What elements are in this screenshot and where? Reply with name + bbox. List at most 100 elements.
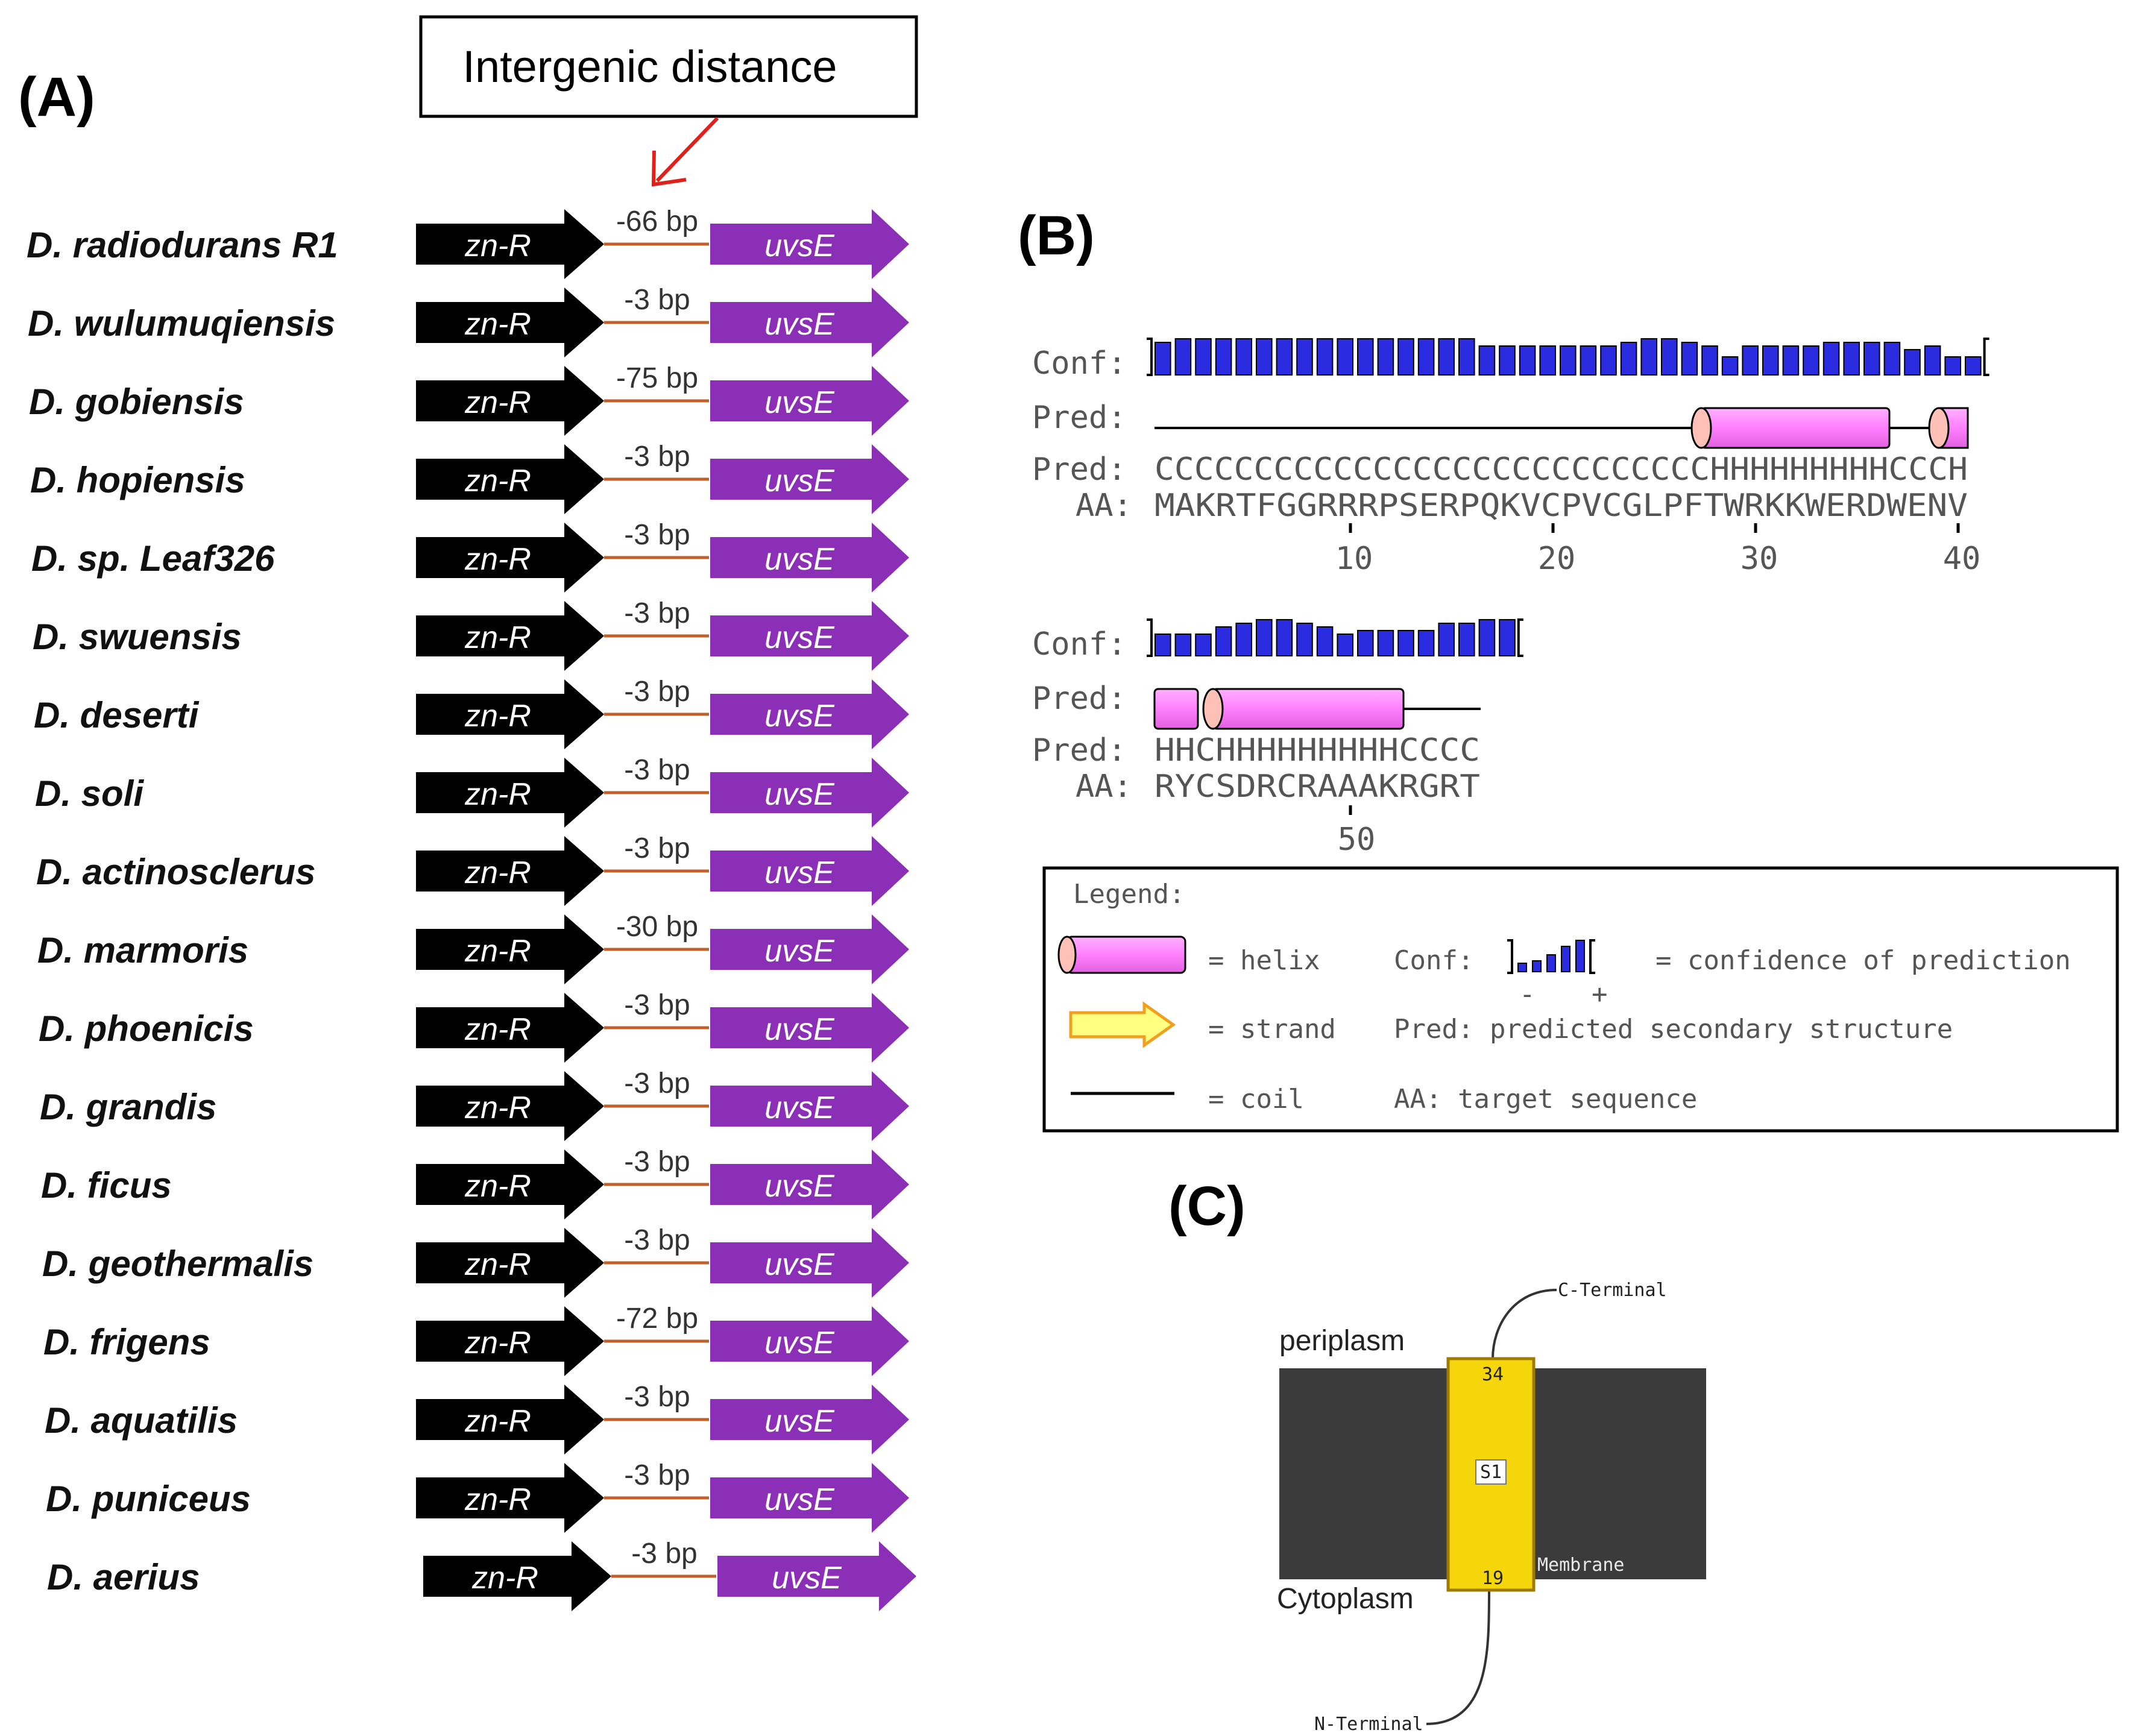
intergenic-distance-label: -3 bp	[624, 754, 690, 786]
species-name: D. wulumuqiensis	[28, 303, 335, 344]
uvse-gene-arrow	[710, 1463, 909, 1533]
species-name: D. grandis	[40, 1087, 216, 1127]
confidence-bar	[1640, 338, 1657, 376]
uvse-gene-arrow	[710, 914, 909, 984]
zn-r-gene-arrow	[416, 993, 604, 1063]
callout-box	[419, 15, 918, 118]
species-name: D. geothermalis	[42, 1244, 313, 1284]
zn-r-gene-arrow	[416, 758, 604, 828]
panel-a-label: (A)	[18, 66, 95, 128]
confidence-bar	[1499, 345, 1516, 376]
confidence-bar	[1397, 338, 1414, 376]
uvse-gene-arrow	[710, 679, 909, 749]
intergenic-distance-label: -30 bp	[616, 911, 698, 943]
zn-r-gene-label: zn-R	[464, 464, 531, 498]
legend-coil-text: = coil	[1208, 1084, 1304, 1115]
uvse-gene-arrow	[710, 758, 909, 828]
zn-r-gene-label: zn-R	[464, 1482, 531, 1517]
zn-r-gene-label: zn-R	[464, 542, 531, 577]
gene-row: D. aerius zn-R -3 bp uvsE	[47, 1538, 916, 1611]
uvse-gene-arrow	[710, 601, 909, 671]
uvse-gene-label: uvsE	[764, 464, 835, 498]
zn-r-gene-arrow	[416, 1071, 604, 1141]
uvse-gene-label: uvsE	[764, 855, 835, 890]
uvse-gene-label: uvsE	[764, 620, 835, 655]
zn-r-gene-arrow	[416, 288, 604, 357]
pred-row-label: Pred:	[1032, 732, 1127, 769]
zn-r-gene-label: zn-R	[464, 934, 531, 969]
confidence-bar	[1924, 345, 1941, 376]
confidence-bar	[1357, 630, 1374, 656]
intergenic-distance-label: -75 bp	[616, 362, 698, 394]
confidence-bar	[1560, 345, 1577, 376]
zn-r-gene-arrow	[416, 209, 604, 279]
uvse-gene-arrow	[710, 1306, 909, 1376]
psipred-block-1: Conf: Pred: Pred: CCCCCCCCCCCCCCCCCCCCCC…	[1032, 338, 1989, 577]
zn-r-gene-arrow	[416, 679, 604, 749]
conf-bracket-left	[1147, 618, 1153, 657]
pred-row-label: Pred:	[1032, 451, 1127, 488]
uvse-gene-label: uvsE	[764, 699, 835, 734]
callout-arrow	[651, 116, 719, 187]
uvse-gene-arrow	[710, 366, 909, 436]
psipred-block-2: Conf: Pred: Pred: HHCHHHHHHHHHCCCC AA: R…	[1032, 618, 1523, 858]
aa-row-label: AA:	[1076, 488, 1132, 524]
zn-r-gene-arrow	[416, 914, 604, 984]
panel-c-label: (C)	[1168, 1175, 1246, 1237]
confidence-bar	[1478, 345, 1496, 376]
uvse-gene-label: uvsE	[764, 1012, 835, 1047]
legend-box	[1042, 866, 2119, 1133]
uvse-gene-arrow	[710, 1385, 909, 1455]
legend-title: Legend:	[1073, 879, 1185, 910]
confidence-bar	[1600, 345, 1617, 376]
zn-r-gene-label: zn-R	[464, 855, 531, 890]
cytoplasm-label: Cytoplasm	[1277, 1583, 1414, 1615]
gene-row: D. grandis zn-R -3 bp uvsE	[40, 1068, 909, 1141]
uvse-gene-arrow	[710, 523, 909, 593]
membrane-label: Membrane	[1537, 1555, 1625, 1576]
panel-b: (B) Conf: Pred: Pred: CCCCCCCCCCCCCCCCCC…	[1018, 205, 2119, 1133]
segment-start-residue: 34	[1482, 1364, 1504, 1385]
confidence-bar	[1742, 345, 1759, 376]
intergenic-distance-label: -3 bp	[624, 441, 690, 473]
confidence-bar	[1174, 338, 1192, 376]
tick-label: 10	[1335, 541, 1373, 577]
confidence-bar	[1863, 342, 1880, 376]
confidence-bar	[1357, 338, 1374, 376]
gene-row: D. gobiensis zn-R -75 bp uvsE	[29, 362, 909, 436]
intergenic-distance-label: -3 bp	[624, 989, 690, 1021]
confidence-bar	[1256, 619, 1273, 656]
legend-conf-label: Conf:	[1394, 945, 1473, 976]
conf-row-label: Conf:	[1032, 345, 1127, 382]
panel-b-label: (B)	[1018, 205, 1095, 266]
c-terminal-tail	[1492, 1289, 1557, 1359]
conf-row-label: Conf:	[1032, 626, 1127, 662]
gene-row: D. puniceus zn-R -3 bp uvsE	[46, 1459, 909, 1533]
tick-marks-1	[1349, 523, 1960, 533]
uvse-gene-label: uvsE	[764, 228, 835, 263]
legend-conf-text: = confidence of prediction	[1655, 945, 2071, 976]
structure-track-1	[1155, 407, 1969, 449]
zn-r-gene-label: zn-R	[464, 307, 531, 342]
legend: Legend: = helix = strand = coil Conf: = …	[1042, 866, 2119, 1133]
zn-r-gene-label: zn-R	[464, 1326, 531, 1360]
periplasm-label: periplasm	[1279, 1325, 1405, 1357]
uvse-gene-arrow	[710, 836, 909, 906]
pred-sequence: CCCCCCCCCCCCCCCCCCCCCCCCCCCCHHHHHHHHHCCC…	[1155, 451, 1968, 488]
confidence-bar	[1256, 338, 1273, 376]
helix-cylinder	[1928, 407, 1969, 449]
confidence-bar	[1944, 356, 1961, 376]
zn-r-gene-arrow	[416, 836, 604, 906]
zn-r-gene-arrow	[416, 1463, 604, 1533]
confidence-bar	[1195, 338, 1212, 376]
confidence-bar	[1316, 338, 1334, 376]
pred-graphic-row-label: Pred:	[1032, 400, 1127, 436]
uvse-gene-arrow	[710, 1228, 909, 1298]
tick-label: 30	[1740, 541, 1778, 577]
zn-r-gene-label: zn-R	[471, 1561, 538, 1596]
legend-minus: -	[1519, 979, 1536, 1010]
segment-end-residue: 19	[1482, 1568, 1504, 1589]
confidence-bar	[1478, 619, 1496, 656]
confidence-bar	[1174, 634, 1192, 656]
zn-r-gene-arrow	[416, 1149, 604, 1219]
